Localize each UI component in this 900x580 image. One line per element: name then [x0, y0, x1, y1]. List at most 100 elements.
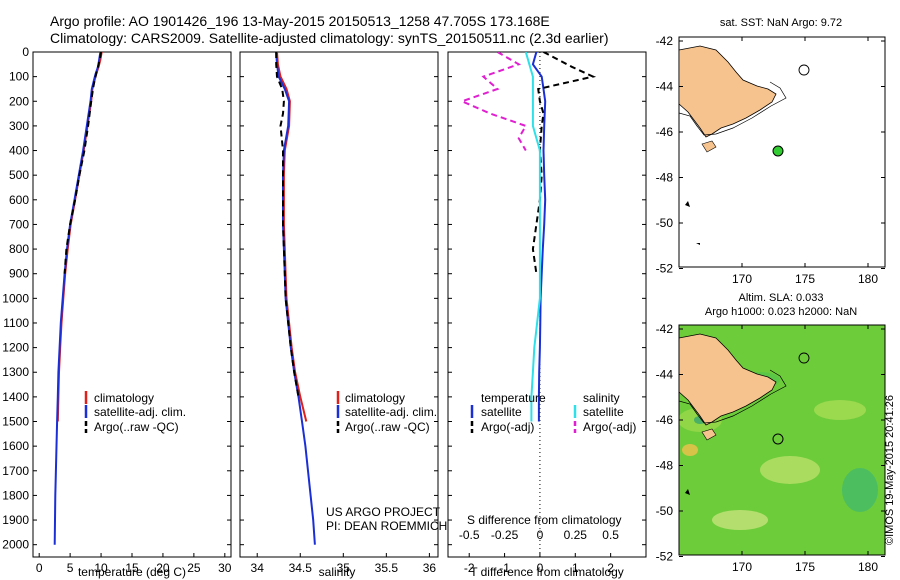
map-x-tick-label: 170	[732, 560, 752, 574]
map-y-tick-label: -42	[656, 34, 674, 48]
y-tick-label: 1100	[3, 316, 29, 330]
sla-patch-3	[814, 400, 866, 420]
map-top-shelf-contour	[679, 81, 787, 136]
map-y-tick-label: -46	[656, 125, 674, 139]
series-line	[275, 52, 300, 398]
y-tick-label: 2000	[2, 538, 29, 552]
map-bottom-land	[679, 333, 777, 426]
map-bottom-island	[701, 428, 717, 441]
x-tick-label: 30	[218, 561, 232, 575]
map-y-tick-label: -44	[656, 368, 674, 382]
top-axis-label: S difference from climatology	[467, 513, 622, 527]
legend-label-temp-satellite: satellite	[481, 405, 522, 419]
top-tick-label: 0.5	[602, 528, 619, 542]
map-bottom-islet	[685, 489, 690, 495]
top-tick-label: -0.25	[491, 528, 519, 542]
legend-label-argo: Argo(..raw -QC)	[345, 420, 430, 434]
difference-panel	[447, 51, 647, 558]
series-line	[531, 52, 597, 274]
y-tick-label: 100	[9, 70, 29, 84]
legend-label-temp-argo: Argo(-adj)	[481, 420, 534, 434]
difference-xlabel: T difference from climatology	[470, 565, 624, 579]
x-tick-label: -2	[464, 561, 475, 575]
map-y-tick-label: -42	[656, 322, 674, 336]
project-line1: US ARGO PROJECT	[326, 505, 441, 519]
y-tick-label: 800	[9, 242, 29, 256]
map-top-argo-marker	[772, 145, 784, 157]
x-tick-label: 0	[537, 561, 544, 575]
y-tick-label: 200	[9, 94, 29, 108]
map-top-land	[679, 45, 777, 138]
y-tick-label: 1600	[2, 439, 29, 453]
sla-patch-5	[712, 510, 768, 530]
legend-header-temperature: temperature	[481, 391, 546, 405]
map-bottom-frame	[678, 324, 886, 556]
temperature-legend: climatology satellite-adj. clim. Argo(..…	[84, 391, 186, 434]
credit: ©IMOS 19-May-2015 20:41:26	[884, 395, 896, 545]
legend-label-satellite: satellite-adj. clim.	[345, 405, 437, 419]
map-top-title: sat. SST: NaN Argo: 9.72	[720, 17, 842, 29]
map-top-islet-1	[685, 201, 690, 207]
x-tick-label: 10	[94, 561, 108, 575]
map-x-tick-label: 175	[795, 272, 815, 286]
map-bottom-title-line2: Argo h1000: 0.023 h2000: NaN	[705, 306, 857, 318]
map-x-tick-label: 170	[732, 272, 752, 286]
legend-label-satellite: satellite-adj. clim.	[94, 405, 186, 419]
map-y-tick-label: -46	[656, 413, 674, 427]
x-tick-label: 34.5	[289, 561, 313, 575]
title-line2: Climatology: CARS2009. Satellite-adjuste…	[50, 30, 608, 46]
y-tick-label: 1200	[2, 341, 29, 355]
map-y-tick-label: -52	[656, 550, 674, 564]
series-line	[63, 52, 103, 274]
salinity-panel	[239, 51, 439, 558]
salinity-xlabel: salinity	[319, 565, 356, 579]
x-tick-label: 25	[187, 561, 201, 575]
y-tick-label: 500	[9, 168, 29, 182]
x-tick-label: 5	[67, 561, 74, 575]
salinity-legend: climatology satellite-adj. clim. Argo(..…	[336, 391, 437, 434]
map-x-tick-label: 180	[858, 560, 878, 574]
x-tick-label: -1	[499, 561, 510, 575]
y-tick-label: 900	[9, 267, 29, 281]
sla-patch-2	[760, 456, 820, 484]
map-bottom-title-line1: Altim. SLA: 0.033	[739, 292, 824, 304]
y-tick-label: 1900	[2, 513, 29, 527]
map-y-tick-label: -52	[656, 262, 674, 276]
legend-label-sal-satellite: satellite	[583, 405, 624, 419]
map-x-tick-label: 180	[858, 272, 878, 286]
map-y-tick-label: -48	[656, 459, 674, 473]
series-line	[459, 52, 528, 151]
y-tick-label: 1000	[2, 291, 29, 305]
map-bottom-argo-marker	[772, 433, 784, 445]
y-tick-label: 700	[9, 217, 29, 231]
title-line1: Argo profile: AO 1901426_196 13-May-2015…	[50, 13, 550, 29]
top-tick-label: 0	[537, 528, 544, 542]
sla-patch-4	[842, 468, 878, 512]
difference-legend: temperature salinity satellite Argo(-adj…	[470, 391, 636, 434]
map-top-islet-2	[696, 243, 700, 245]
y-tick-label: 600	[9, 193, 29, 207]
x-tick-label: 0	[36, 561, 43, 575]
legend-header-salinity: salinity	[583, 391, 620, 405]
map-bottom-shelf-contour	[679, 369, 787, 424]
x-tick-label: 34	[251, 561, 265, 575]
series-line	[275, 52, 316, 545]
y-tick-label: 1500	[2, 415, 29, 429]
x-tick-label: 36	[423, 561, 437, 575]
y-tick-label: 1300	[2, 365, 29, 379]
series-line	[53, 52, 102, 545]
map-y-tick-label: -48	[656, 171, 674, 185]
map-y-tick-label: -50	[656, 504, 674, 518]
y-tick-label: 300	[9, 119, 29, 133]
temperature-xlabel: temperature (deg C)	[78, 565, 186, 579]
x-tick-label: 1	[572, 561, 579, 575]
map-top-island	[701, 140, 717, 153]
series-line	[56, 52, 103, 422]
sla-patch-7	[682, 444, 698, 456]
top-tick-label: -0.5	[459, 528, 480, 542]
x-tick-label: 2	[607, 561, 614, 575]
x-tick-label: 15	[125, 561, 139, 575]
y-tick-label: 1800	[2, 488, 29, 502]
series-line	[524, 52, 541, 422]
